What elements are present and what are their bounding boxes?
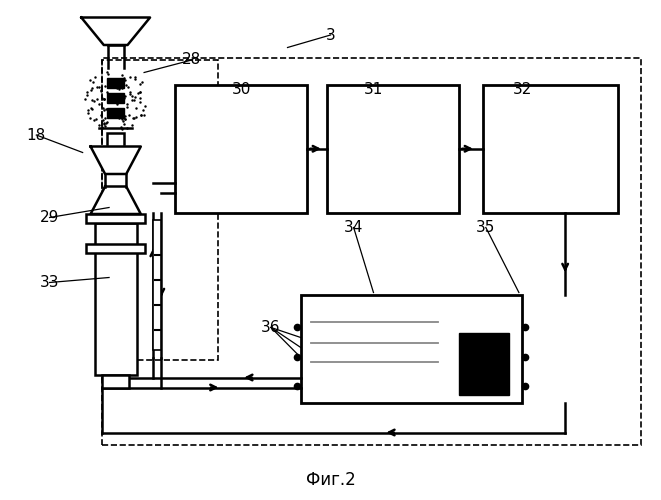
Bar <box>301 295 522 403</box>
Text: 29: 29 <box>40 210 59 225</box>
Polygon shape <box>81 18 150 45</box>
Text: 36: 36 <box>261 320 281 335</box>
Polygon shape <box>91 146 141 174</box>
Text: 28: 28 <box>182 52 202 68</box>
Text: 3: 3 <box>326 28 335 42</box>
Bar <box>107 108 124 118</box>
Bar <box>327 85 459 212</box>
Text: 35: 35 <box>476 220 496 235</box>
Bar <box>483 85 618 212</box>
Text: 31: 31 <box>364 82 383 98</box>
Polygon shape <box>91 186 141 214</box>
Text: 32: 32 <box>512 82 532 98</box>
Bar <box>86 244 145 252</box>
Bar <box>102 375 129 388</box>
Bar <box>107 132 124 146</box>
Bar <box>107 92 124 102</box>
Text: 30: 30 <box>231 82 251 98</box>
Bar <box>95 223 137 375</box>
Text: 34: 34 <box>344 220 364 235</box>
Bar <box>459 332 509 395</box>
Bar <box>175 85 307 212</box>
Text: 18: 18 <box>26 128 46 142</box>
Bar <box>107 78 124 88</box>
Bar <box>102 58 641 445</box>
Bar <box>102 60 218 360</box>
Bar <box>153 220 161 350</box>
Bar <box>86 214 145 223</box>
Text: 33: 33 <box>40 275 59 290</box>
Text: Фиг.2: Фиг.2 <box>305 471 356 489</box>
